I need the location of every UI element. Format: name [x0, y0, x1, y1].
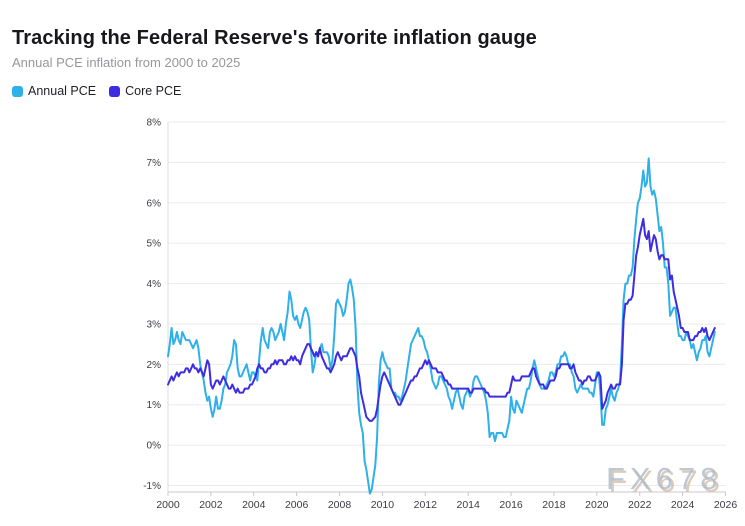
svg-text:2004: 2004: [242, 499, 266, 511]
legend-item-annual-pce: Annual PCE: [12, 84, 96, 98]
svg-text:2022: 2022: [628, 499, 652, 511]
svg-text:0%: 0%: [147, 441, 162, 452]
svg-text:2014: 2014: [457, 499, 481, 511]
legend-swatch-annual-pce: [12, 85, 23, 97]
legend-label-core-pce: Core PCE: [125, 84, 182, 98]
watermark-fx678: FX678: [606, 461, 723, 496]
legend-item-core-pce: Core PCE: [109, 84, 181, 98]
chart-legend: Annual PCE Core PCE: [12, 84, 181, 98]
svg-text:7%: 7%: [147, 158, 162, 169]
svg-text:2000: 2000: [156, 499, 180, 511]
svg-text:2012: 2012: [414, 499, 438, 511]
svg-text:2016: 2016: [499, 499, 523, 511]
svg-text:2006: 2006: [285, 499, 309, 511]
svg-text:2008: 2008: [328, 499, 352, 511]
chart-subtitle: Annual PCE inflation from 2000 to 2025: [12, 55, 241, 70]
svg-text:2020: 2020: [585, 499, 609, 511]
svg-text:3%: 3%: [147, 319, 162, 330]
svg-text:5%: 5%: [147, 239, 162, 250]
svg-text:2026: 2026: [714, 499, 738, 511]
svg-text:2024: 2024: [671, 499, 695, 511]
svg-text:8%: 8%: [147, 118, 162, 129]
legend-swatch-core-pce: [109, 85, 121, 97]
svg-text:4%: 4%: [147, 279, 162, 290]
svg-text:-1%: -1%: [143, 481, 161, 492]
chart-title: Tracking the Federal Reserve's favorite …: [12, 27, 537, 49]
svg-text:2018: 2018: [542, 499, 566, 511]
legend-label-annual-pce: Annual PCE: [28, 84, 97, 98]
svg-text:6%: 6%: [147, 198, 162, 209]
svg-text:2010: 2010: [371, 499, 395, 511]
svg-text:1%: 1%: [147, 400, 162, 411]
svg-text:2002: 2002: [199, 499, 223, 511]
svg-text:2%: 2%: [147, 360, 162, 371]
